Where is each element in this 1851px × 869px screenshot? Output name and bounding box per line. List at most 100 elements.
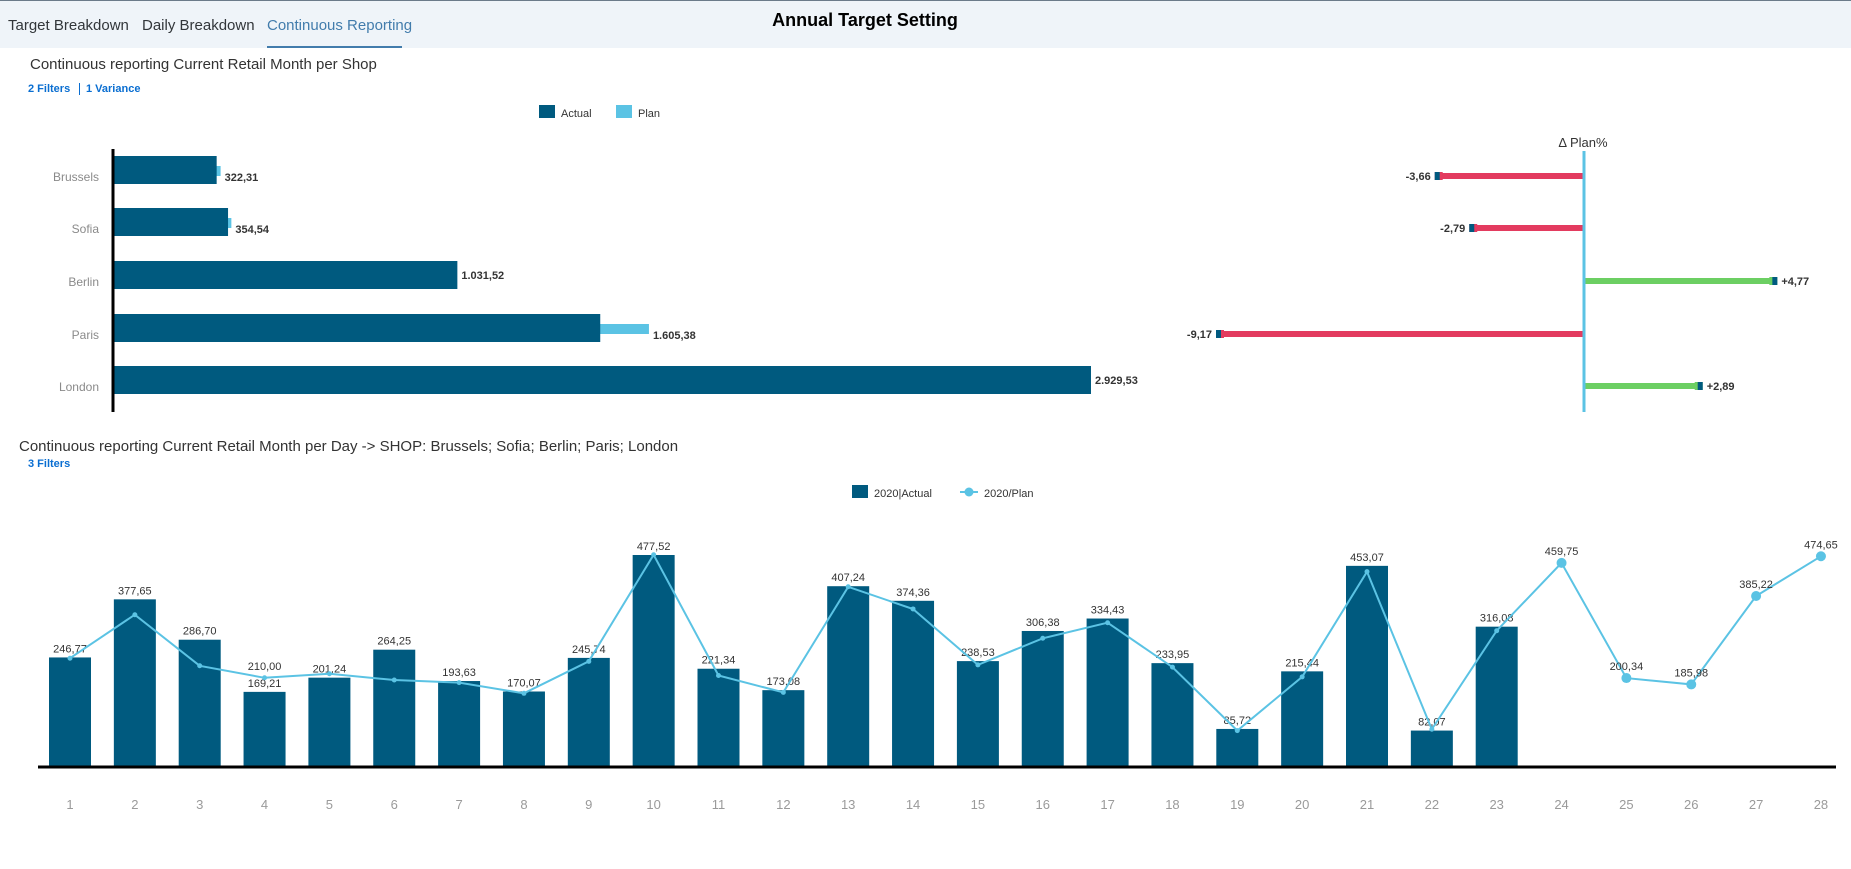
plan-point: [457, 680, 462, 685]
x-tick-label: 23: [1489, 797, 1503, 812]
x-tick-label: 20: [1295, 797, 1309, 812]
category-label: Berlin: [68, 275, 99, 289]
plan-point: [1105, 620, 1110, 625]
plan-point: [846, 584, 851, 589]
daily-bar: [438, 681, 480, 767]
delta-marker-inner: [1698, 382, 1703, 390]
plan-point: [132, 612, 137, 617]
data-label: 1.031,52: [461, 270, 504, 282]
x-tick-label: 12: [776, 797, 790, 812]
plan-point: [1040, 636, 1045, 641]
plan-point: [1300, 674, 1305, 679]
plan-point: [911, 606, 916, 611]
legend-swatch-daily-actual: [852, 485, 868, 498]
plan-point: [327, 671, 332, 676]
plan-point: [68, 656, 73, 661]
bar-actual: [113, 261, 457, 289]
daily-bar: [308, 678, 350, 767]
bar-actual: [113, 208, 228, 236]
daily-bar: [503, 691, 545, 767]
delta-marker-inner: [1772, 277, 1777, 285]
x-tick-label: 6: [391, 797, 398, 812]
x-tick-label: 15: [971, 797, 985, 812]
plan-point: [1751, 591, 1761, 601]
x-tick-label: 28: [1814, 797, 1828, 812]
plan-point: [1816, 551, 1826, 561]
data-label: 1.605,38: [653, 330, 696, 342]
x-tick-label: 9: [585, 797, 592, 812]
legend-label-daily-actual: 2020|Actual: [874, 488, 932, 500]
delta-bar: [1584, 278, 1773, 284]
data-label: 354,54: [235, 224, 270, 236]
x-tick-label: 8: [520, 797, 527, 812]
plan-point: [1686, 679, 1696, 689]
daily-bar: [244, 692, 286, 767]
plan-point: [1235, 728, 1240, 733]
legend-label-actual: Actual: [561, 108, 592, 120]
legend-label-daily-plan: 2020/Plan: [984, 488, 1034, 500]
x-tick-label: 11: [712, 797, 726, 812]
delta-label: -9,17: [1187, 329, 1212, 341]
daily-bar: [568, 658, 610, 767]
x-tick-label: 10: [646, 797, 660, 812]
category-label: Paris: [72, 328, 99, 342]
plan-point: [262, 675, 267, 680]
daily-bar: [1151, 663, 1193, 767]
data-label: 322,31: [225, 172, 259, 184]
plan-point-label: 185,98: [1674, 667, 1708, 679]
plan-point: [1365, 569, 1370, 574]
x-tick-label: 18: [1165, 797, 1179, 812]
x-tick-label: 7: [455, 797, 462, 812]
daily-bar-label: 377,65: [118, 585, 152, 597]
plan-point: [781, 690, 786, 695]
daily-bar-label: 477,52: [637, 541, 671, 553]
plan-point: [521, 691, 526, 696]
x-tick-label: 27: [1749, 797, 1763, 812]
x-tick-label: 5: [326, 797, 333, 812]
x-tick-label: 25: [1619, 797, 1633, 812]
daily-bar-label: 173,08: [767, 676, 801, 688]
plan-point: [586, 659, 591, 664]
category-label: London: [59, 380, 99, 394]
plan-point: [392, 677, 397, 682]
delta-chart-title: Δ Plan%: [1558, 135, 1608, 150]
daily-bar: [1216, 729, 1258, 767]
legend-label-plan: Plan: [638, 108, 660, 120]
daily-bar: [698, 669, 740, 767]
daily-bar-label: 453,07: [1350, 552, 1384, 564]
x-tick-label: 2: [131, 797, 138, 812]
x-tick-label: 14: [906, 797, 920, 812]
plan-point: [975, 662, 980, 667]
daily-bar-label: 286,70: [183, 626, 217, 638]
daily-bar: [1281, 671, 1323, 767]
delta-bar: [1473, 225, 1584, 231]
delta-marker-inner: [1469, 224, 1474, 232]
delta-marker-inner: [1216, 330, 1221, 338]
plan-point-label: 474,65: [1804, 539, 1838, 551]
x-tick-label: 4: [261, 797, 268, 812]
x-tick-label: 1: [66, 797, 73, 812]
bar-actual: [113, 366, 1091, 394]
daily-bar-label: 374,36: [896, 587, 930, 599]
delta-label: -3,66: [1406, 171, 1431, 183]
plan-point-label: 200,34: [1610, 661, 1644, 673]
daily-bar-label: 245,74: [572, 644, 606, 656]
daily-bar: [892, 601, 934, 767]
daily-bar: [49, 657, 91, 767]
plan-point: [197, 663, 202, 668]
delta-label: +4,77: [1781, 276, 1809, 288]
daily-bar: [827, 586, 869, 767]
x-tick-label: 17: [1100, 797, 1114, 812]
plan-point: [1621, 673, 1631, 683]
x-tick-label: 26: [1684, 797, 1698, 812]
plan-point-label: 385,22: [1739, 579, 1773, 591]
delta-bar: [1439, 173, 1584, 179]
data-label: 2.929,53: [1095, 375, 1138, 387]
category-label: Brussels: [53, 170, 99, 184]
plan-point: [716, 673, 721, 678]
daily-bar-label: 193,63: [442, 667, 476, 679]
daily-bar: [957, 661, 999, 767]
daily-bar: [1087, 619, 1129, 767]
x-tick-label: 24: [1554, 797, 1568, 812]
